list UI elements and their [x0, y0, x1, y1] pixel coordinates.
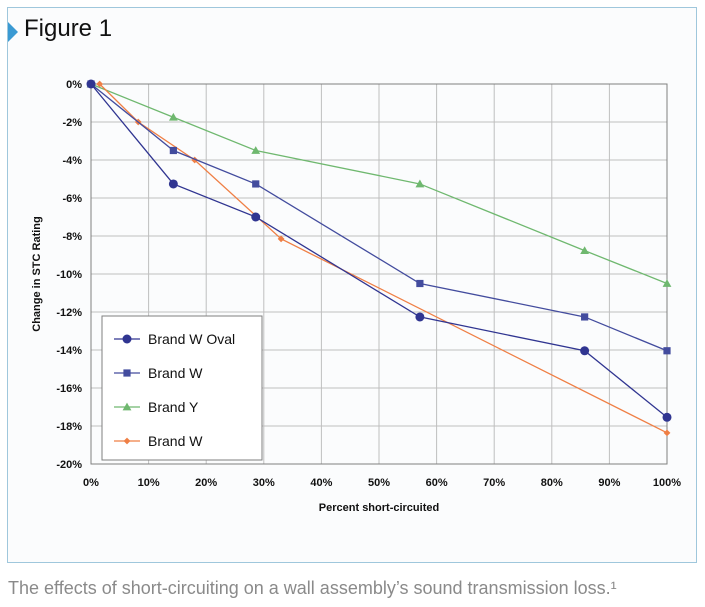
series-line — [90, 83, 668, 418]
data-point — [663, 429, 671, 437]
y-tick-label: 0% — [66, 79, 82, 91]
data-point — [277, 235, 285, 243]
y-tick-label: -12% — [56, 307, 82, 319]
x-tick-label: 50% — [368, 477, 390, 489]
data-point — [662, 279, 672, 287]
legend-item: Brand W Oval — [114, 331, 235, 347]
data-point — [168, 112, 178, 121]
x-tick-label: 80% — [541, 477, 563, 489]
x-tick-label: 10% — [138, 477, 160, 489]
y-tick-label: -6% — [62, 193, 82, 205]
y-tick-label: -2% — [62, 117, 82, 129]
legend-label: Brand W Oval — [148, 331, 235, 347]
legend-item: Brand Y — [114, 399, 199, 415]
x-tick-label: 70% — [483, 477, 505, 489]
x-tick-label: 100% — [653, 477, 681, 489]
data-point — [415, 179, 425, 188]
x-tick-labels: 0% 10% 20% 30% 40% 50% 60% 70% 80% 90% 100% — [83, 477, 681, 489]
legend-label: Brand Y — [148, 399, 199, 415]
figure-caption: The effects of short-circuiting on a wal… — [8, 578, 617, 598]
legend-label: Brand W — [148, 365, 203, 381]
data-point — [168, 179, 178, 189]
figure-title: Figure 1 — [24, 15, 113, 42]
y-tick-label: -4% — [62, 155, 82, 167]
data-point — [580, 346, 590, 356]
y-tick-label: -20% — [56, 459, 82, 471]
data-point — [663, 347, 671, 355]
data-point — [251, 146, 261, 154]
y-tick-label: -16% — [56, 383, 82, 395]
x-tick-label: 40% — [310, 477, 332, 489]
series-line — [90, 83, 668, 285]
data-point — [416, 279, 424, 288]
y-axis-label: Change in STC Rating — [31, 216, 43, 332]
legend-marker — [123, 437, 131, 445]
x-axis-label: Percent short-circuited — [319, 502, 439, 514]
series-line — [90, 83, 668, 352]
figure-frame — [7, 7, 697, 563]
data-point — [251, 212, 261, 222]
x-tick-label: 30% — [253, 477, 275, 489]
series-layer — [86, 79, 672, 437]
y-tick-label: -10% — [56, 269, 82, 281]
plot-area — [90, 83, 668, 465]
figure-arrow-icon — [8, 22, 18, 42]
data-point — [86, 79, 96, 89]
data-point — [96, 80, 104, 88]
data-point — [252, 180, 260, 188]
y-tick-label: -14% — [56, 345, 82, 357]
x-tick-label: 90% — [598, 477, 620, 489]
legend-marker — [123, 369, 131, 377]
legend-item: Brand W — [114, 433, 203, 449]
series-0 — [86, 79, 672, 422]
legend-marker — [122, 402, 132, 411]
y-tick-label: -8% — [62, 231, 82, 243]
data-point — [580, 246, 590, 255]
data-point — [581, 313, 589, 321]
data-point — [662, 412, 672, 422]
data-point — [169, 146, 177, 155]
data-point — [415, 312, 425, 322]
legend: Brand W Oval Brand W Brand Y Brand W — [101, 315, 263, 461]
y-tick-labels: 0% -2% -4% -6% -8% -10% -12% -14% -16% -18% -20% — [56, 79, 82, 471]
x-tick-label: 20% — [195, 477, 217, 489]
x-tick-label: 60% — [426, 477, 448, 489]
y-tick-label: -18% — [56, 421, 82, 433]
legend-marker — [122, 334, 132, 344]
legend-item: Brand W — [114, 365, 203, 381]
legend-label: Brand W — [148, 433, 203, 449]
x-tick-label: 0% — [83, 477, 99, 489]
